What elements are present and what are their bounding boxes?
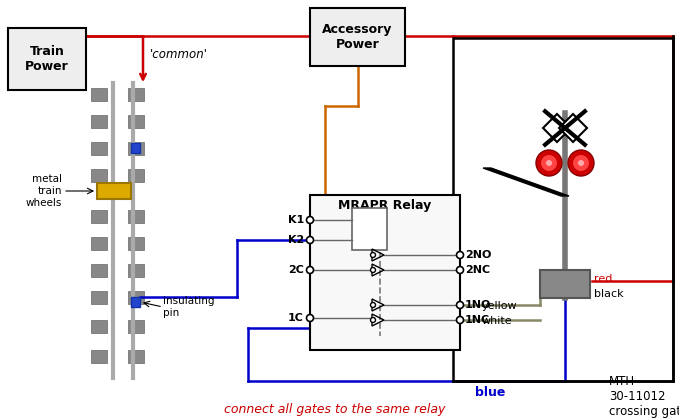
Bar [128, 264, 144, 277]
Bar [91, 142, 107, 155]
Polygon shape [543, 114, 571, 142]
Text: white: white [482, 316, 513, 326]
Bar [128, 320, 144, 333]
Text: Train
Power: Train Power [25, 45, 69, 73]
Circle shape [371, 318, 375, 323]
Text: insulating
pin: insulating pin [163, 296, 215, 318]
Circle shape [568, 150, 594, 176]
Text: 1NO: 1NO [465, 300, 492, 310]
Bar [128, 210, 144, 223]
Text: 2NO: 2NO [465, 250, 492, 260]
Circle shape [371, 252, 375, 257]
Bar [128, 88, 144, 101]
Bar [8, 28, 86, 90]
Circle shape [456, 316, 464, 324]
Circle shape [371, 268, 375, 273]
Circle shape [371, 303, 375, 308]
Circle shape [578, 160, 584, 166]
Bar [128, 350, 144, 363]
Circle shape [456, 252, 464, 258]
Bar [131, 297, 140, 307]
Bar [91, 291, 107, 304]
Circle shape [456, 301, 464, 308]
Text: metal
train
wheels: metal train wheels [26, 174, 62, 208]
Bar [128, 291, 144, 304]
Bar [91, 115, 107, 128]
Bar [131, 143, 140, 153]
Bar [91, 88, 107, 101]
Bar [310, 8, 405, 66]
Text: 2NC: 2NC [465, 265, 490, 275]
Bar [128, 142, 144, 155]
Bar [310, 195, 460, 350]
Bar [540, 270, 590, 298]
Bar [128, 115, 144, 128]
Circle shape [573, 155, 589, 171]
Bar [91, 320, 107, 333]
Text: connect all gates to the same relay: connect all gates to the same relay [224, 403, 445, 416]
Text: 2C: 2C [288, 265, 304, 275]
Bar [128, 237, 144, 250]
Text: black: black [594, 289, 623, 299]
Circle shape [546, 160, 552, 166]
Text: yellow: yellow [482, 301, 517, 311]
Text: Accessory
Power: Accessory Power [323, 23, 392, 51]
Text: MTH
30-11012
crossing gates: MTH 30-11012 crossing gates [609, 375, 679, 418]
Polygon shape [559, 114, 587, 142]
Text: 'common': 'common' [150, 48, 208, 61]
Bar [453, 38, 673, 381]
Circle shape [541, 155, 557, 171]
Circle shape [536, 150, 562, 176]
Bar [91, 237, 107, 250]
Bar [97, 183, 131, 199]
Circle shape [306, 237, 314, 244]
Text: K2: K2 [288, 235, 304, 245]
Circle shape [306, 217, 314, 224]
Bar [91, 264, 107, 277]
Bar [91, 350, 107, 363]
Text: MRAPR Relay: MRAPR Relay [338, 199, 432, 212]
Text: 1C: 1C [288, 313, 304, 323]
Text: red: red [594, 274, 612, 284]
Polygon shape [483, 168, 569, 196]
Text: blue: blue [475, 385, 505, 398]
Circle shape [306, 267, 314, 273]
Circle shape [456, 267, 464, 273]
Text: K1: K1 [288, 215, 304, 225]
Bar [352, 208, 387, 250]
Circle shape [306, 314, 314, 321]
Bar [128, 169, 144, 182]
Bar [91, 210, 107, 223]
Bar [91, 169, 107, 182]
Text: 1NC: 1NC [465, 315, 490, 325]
